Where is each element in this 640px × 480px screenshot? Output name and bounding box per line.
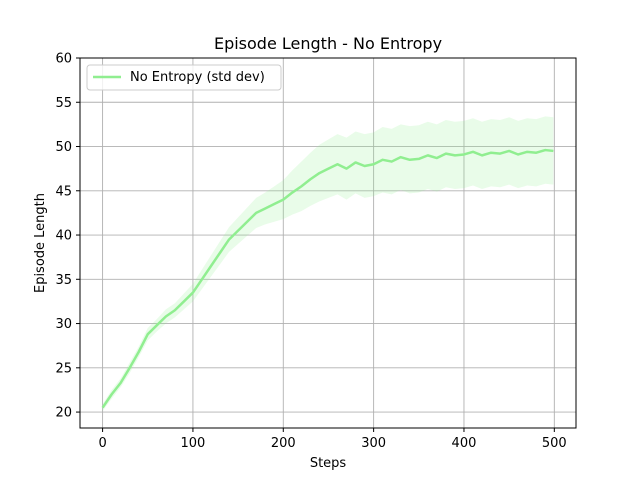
legend-entry-label: No Entropy (std dev) [130, 70, 265, 85]
y-tick-label: 55 [55, 96, 72, 111]
std-dev-band [102, 116, 554, 412]
legend: No Entropy (std dev) [86, 64, 282, 91]
y-axis-label: Episode Length [33, 193, 48, 293]
y-tick-label: 35 [55, 273, 72, 288]
series-line [101, 148, 554, 409]
y-tick-label: 30 [55, 317, 72, 332]
x-tick-label: 300 [361, 436, 386, 451]
legend-box [86, 64, 282, 91]
x-tick-label: 0 [98, 436, 106, 451]
x-tick-label: 200 [271, 436, 296, 451]
y-tick-label: 25 [55, 361, 72, 376]
chart-title: Episode Length - No Entropy [214, 34, 442, 53]
y-tick-label: 60 [55, 52, 72, 67]
y-tick-label: 20 [55, 406, 72, 421]
y-tick-label: 40 [55, 229, 72, 244]
plot-frame [79, 57, 577, 429]
y-tick-label: 50 [55, 140, 72, 155]
x-tick-label: 500 [542, 436, 567, 451]
y-axis-ticks: 20 25 30 35 40 45 50 55 60 [55, 52, 80, 421]
x-tick-label: 100 [181, 436, 206, 451]
x-tick-label: 400 [452, 436, 477, 451]
y-tick-label: 45 [55, 184, 72, 199]
x-axis-label: Steps [310, 456, 347, 471]
x-axis-ticks: 0 100 200 300 400 500 [98, 428, 567, 451]
series-layer [101, 116, 554, 412]
